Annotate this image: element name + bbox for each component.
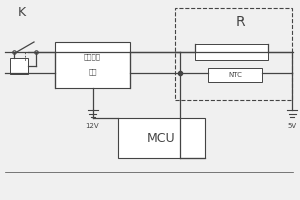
Text: 12V: 12V (86, 123, 99, 129)
Bar (195, 44, 268, 60)
Text: R: R (235, 15, 245, 29)
Bar (118, 118, 205, 158)
Bar (208, 68, 262, 82)
Bar (175, 8, 292, 100)
Text: 温度保护: 温度保护 (84, 54, 101, 60)
Text: MCU: MCU (147, 132, 176, 144)
Text: 电路: 电路 (88, 69, 97, 75)
Bar (55, 42, 130, 88)
Text: 5V: 5V (287, 123, 297, 129)
Text: K: K (18, 5, 26, 19)
Bar (10, 58, 28, 74)
Text: NTC: NTC (228, 72, 242, 78)
